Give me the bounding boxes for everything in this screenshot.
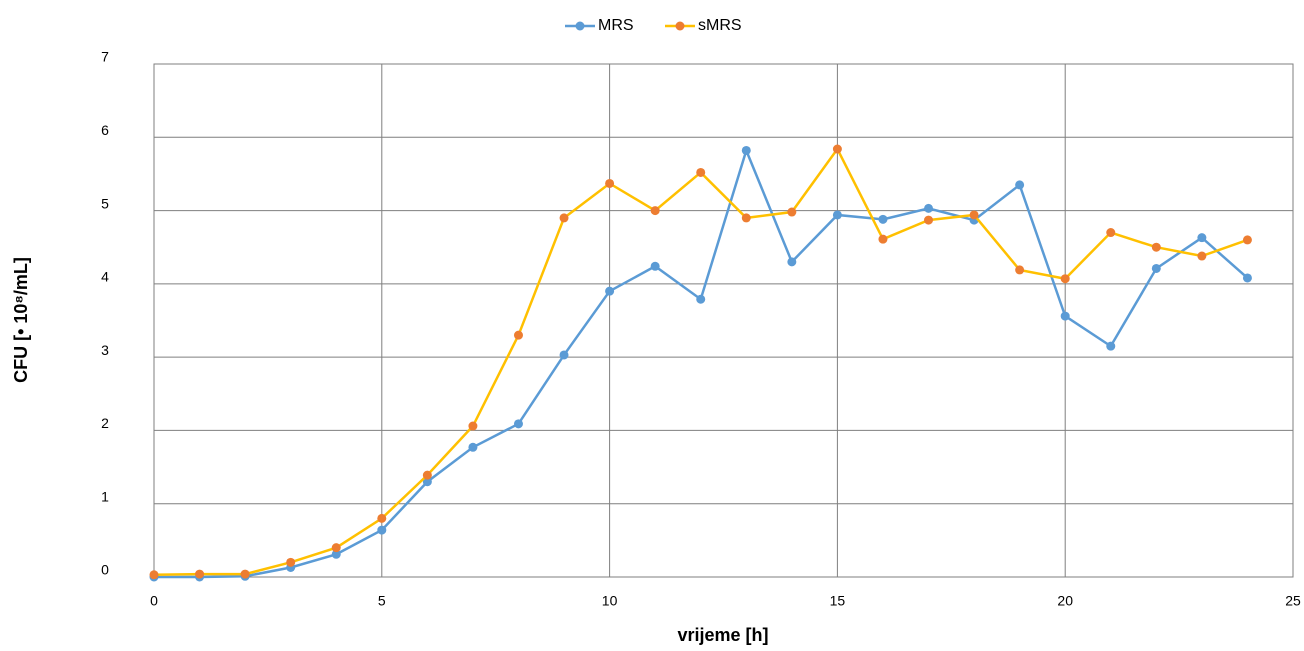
data-point [1242, 235, 1252, 245]
data-point [149, 570, 159, 580]
y-tick-label: 6 [101, 122, 109, 138]
data-point [650, 206, 660, 216]
data-point [468, 442, 478, 452]
data-point [331, 549, 341, 559]
legend-label: MRS [598, 17, 634, 34]
data-point [195, 569, 205, 579]
data-point [605, 178, 615, 188]
y-tick-label: 1 [101, 488, 109, 504]
data-point [832, 144, 842, 154]
data-point [969, 210, 979, 220]
y-axis-title: CFU [• 10⁸/mL] [11, 257, 31, 383]
y-tick-label: 3 [101, 342, 109, 358]
data-point [422, 470, 432, 480]
series-line [153, 146, 1248, 577]
data-point [924, 203, 934, 213]
data-point [924, 215, 934, 225]
series-line [154, 146, 1249, 579]
data-point [286, 557, 296, 567]
data-point [787, 257, 797, 267]
data-point [1151, 263, 1161, 273]
data-point [377, 525, 387, 535]
data-point [1197, 233, 1207, 243]
data-point [331, 543, 341, 553]
data-point [1015, 180, 1025, 190]
data-point [240, 569, 250, 579]
y-tick-label: 0 [101, 562, 109, 578]
legend-marker [675, 21, 685, 31]
x-tick-label: 10 [602, 593, 618, 609]
data-point [878, 234, 888, 244]
legend-label: sMRS [698, 17, 742, 34]
x-tick-label: 15 [830, 593, 846, 609]
y-tick-label: 4 [101, 269, 109, 285]
data-point [559, 213, 569, 223]
data-point [1060, 311, 1070, 321]
data-point [1197, 251, 1207, 261]
data-point [650, 261, 660, 271]
data-point [468, 421, 478, 431]
data-point [787, 207, 797, 217]
data-point [878, 214, 888, 224]
data-point [1015, 265, 1025, 275]
data-point [1106, 228, 1116, 238]
data-point [1060, 274, 1070, 284]
x-tick-label: 25 [1285, 593, 1301, 609]
data-point [741, 213, 751, 223]
y-tick-label: 5 [101, 195, 109, 211]
y-tick-label: 2 [101, 415, 109, 431]
data-point [605, 286, 615, 296]
data-point [696, 167, 706, 177]
data-point [513, 419, 523, 429]
x-tick-label: 0 [150, 593, 158, 609]
x-tick-label: 20 [1057, 593, 1073, 609]
plot-border [153, 63, 1294, 578]
legend-marker [575, 21, 585, 31]
x-axis-title: vrijeme [h] [677, 625, 768, 645]
data-point [422, 477, 432, 487]
data-point [696, 294, 706, 304]
x-tick-label: 5 [378, 593, 386, 609]
data-point [741, 145, 751, 155]
data-point [1151, 242, 1161, 252]
y-tick-label: 7 [101, 49, 109, 65]
data-point [1242, 273, 1252, 283]
data-point [832, 210, 842, 220]
data-point [559, 350, 569, 360]
data-point [1106, 341, 1116, 351]
data-point [377, 513, 387, 523]
data-point [513, 330, 523, 340]
